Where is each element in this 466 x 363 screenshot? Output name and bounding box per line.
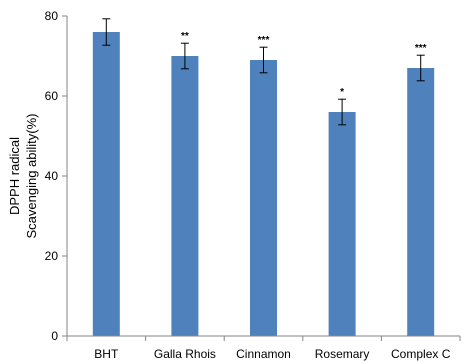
bar	[171, 56, 199, 336]
y-tick-label: 80	[45, 9, 59, 23]
y-axis-title: DPPH radical Scavenging ability(%)	[7, 113, 39, 238]
bar	[328, 112, 356, 336]
x-category-label: Cinnamon	[236, 347, 291, 361]
x-category-label: Rosemary	[315, 347, 370, 361]
error-bars	[102, 18, 425, 126]
x-category-label: Complex C	[391, 347, 451, 361]
y-tick-label: 40	[45, 169, 59, 183]
y-tick-label: 0	[51, 329, 58, 343]
significance-label: **	[181, 31, 189, 42]
significance-labels: ** *******	[181, 31, 427, 98]
y-tick-label: 20	[45, 249, 59, 263]
y-axis-title-line-2: Scavenging ability(%)	[24, 113, 39, 238]
x-category-label: Galla Rhois	[154, 347, 216, 361]
bar	[407, 68, 435, 336]
bar	[250, 60, 277, 336]
significance-label: *	[340, 87, 344, 98]
significance-label: ***	[415, 43, 427, 54]
bar-series	[92, 32, 435, 336]
axes	[66, 16, 461, 341]
y-tick-label: 60	[45, 89, 59, 103]
x-axis-category-labels: BHT Galla Rhois Cinnamon Rosemary Complex C	[94, 347, 450, 361]
x-category-label: BHT	[94, 347, 119, 361]
y-axis-title-line-1: DPPH radical	[7, 137, 22, 215]
y-axis-ticks: 0 20 40 60 80	[45, 9, 67, 343]
significance-label: ***	[258, 35, 270, 46]
bar	[92, 32, 120, 336]
